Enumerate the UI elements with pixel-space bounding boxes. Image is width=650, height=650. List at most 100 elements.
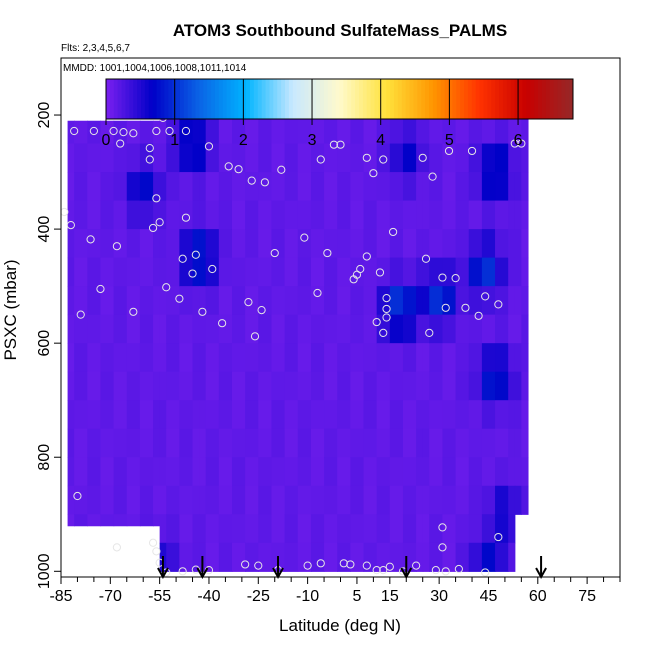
observation-marker bbox=[372, 317, 381, 327]
y-tick-label: 400 bbox=[36, 216, 53, 243]
heatmap-cell bbox=[74, 457, 88, 487]
heatmap-cell bbox=[218, 172, 233, 202]
heatmap-cell bbox=[258, 457, 273, 487]
heatmap-cell bbox=[508, 286, 516, 316]
heatmap-cell bbox=[284, 286, 299, 316]
heatmap-cell bbox=[468, 514, 483, 544]
heatmap-cell bbox=[74, 514, 88, 527]
heatmap-cell bbox=[192, 314, 200, 344]
colorbar-swatch bbox=[366, 79, 372, 119]
heatmap-cell bbox=[422, 400, 430, 430]
observation-marker bbox=[451, 274, 460, 283]
observation-marker bbox=[145, 155, 154, 164]
observation-marker bbox=[494, 532, 503, 542]
observation-marker bbox=[145, 144, 154, 153]
heatmap-cell bbox=[508, 400, 516, 430]
colorbar-swatch bbox=[160, 79, 165, 119]
heatmap-cell bbox=[508, 314, 516, 344]
heatmap-cell bbox=[402, 428, 417, 458]
heatmap-cell bbox=[481, 143, 496, 173]
heatmap-cell bbox=[481, 314, 496, 344]
colorbar-tick-label: 1 bbox=[170, 132, 179, 149]
heatmap-cell bbox=[521, 371, 529, 401]
colorbar-swatch bbox=[187, 79, 193, 119]
heatmap-cell bbox=[429, 257, 444, 287]
colorbar-tick-label: 6 bbox=[514, 132, 523, 149]
colorbar-swatch bbox=[312, 79, 317, 119]
heatmap-cell bbox=[363, 343, 378, 373]
heatmap-cell bbox=[429, 485, 444, 515]
heatmap-cell bbox=[402, 314, 417, 344]
heatmap-cell bbox=[429, 143, 444, 173]
heatmap-cell bbox=[205, 286, 220, 316]
heatmap-cell bbox=[495, 143, 509, 173]
y-tick-label: 1000 bbox=[36, 553, 53, 589]
heatmap-cell bbox=[416, 542, 424, 572]
observation-marker bbox=[438, 273, 447, 282]
heatmap-cell bbox=[363, 485, 378, 515]
observation-marker bbox=[313, 288, 322, 298]
colorbar-swatch bbox=[234, 79, 239, 119]
heatmap-cell bbox=[100, 172, 115, 202]
observation-marker bbox=[96, 284, 105, 294]
heatmap-cell bbox=[87, 286, 102, 316]
observation-marker bbox=[418, 153, 427, 162]
heatmap-cell bbox=[100, 371, 115, 401]
heatmap-cell bbox=[416, 343, 424, 373]
observation-marker bbox=[431, 566, 440, 575]
observation-marker bbox=[461, 303, 470, 312]
heatmap-cell bbox=[258, 143, 273, 173]
heatmap-cell bbox=[442, 115, 457, 145]
heatmap-cell bbox=[100, 428, 115, 458]
heatmap-cell bbox=[337, 286, 351, 316]
observation-marker bbox=[70, 126, 79, 136]
colorbar-swatch bbox=[545, 79, 551, 119]
heatmap-cell bbox=[422, 257, 430, 287]
heatmap-cell bbox=[514, 257, 522, 287]
heatmap-cell bbox=[231, 314, 246, 344]
heatmap-cell bbox=[153, 257, 161, 287]
heatmap-cell bbox=[218, 314, 233, 344]
heatmap-cell bbox=[468, 286, 483, 316]
observation-marker bbox=[362, 561, 371, 570]
heatmap-cell bbox=[126, 143, 141, 173]
heatmap-cell bbox=[87, 143, 102, 173]
heatmap-cell bbox=[416, 143, 424, 173]
colorbar-swatch bbox=[331, 79, 337, 119]
heatmap-cell bbox=[495, 343, 509, 373]
colorbar-swatch bbox=[549, 79, 555, 119]
colorbar-ticks: 0 1 2 3 4 5 6 bbox=[102, 79, 523, 149]
colorbar-tick-label: 2 bbox=[239, 132, 248, 149]
heatmap-cell bbox=[159, 514, 167, 544]
heatmap-cell bbox=[258, 514, 273, 544]
colorbar-swatch bbox=[417, 79, 422, 119]
heatmap-cell bbox=[337, 229, 351, 259]
colorbar-swatch bbox=[125, 79, 130, 119]
heatmap-cell bbox=[402, 200, 417, 230]
heatmap-cell bbox=[284, 257, 299, 287]
observation-marker bbox=[329, 140, 339, 149]
heatmap-cell bbox=[67, 485, 75, 515]
heatmap-cell bbox=[455, 400, 470, 430]
colorbar-swatch bbox=[335, 79, 340, 119]
heatmap-cell bbox=[192, 172, 200, 202]
heatmap-cell bbox=[429, 457, 444, 487]
heatmap-cell bbox=[159, 172, 167, 202]
heatmap-cell bbox=[159, 400, 167, 430]
heatmap-cell bbox=[521, 172, 529, 202]
y-axis-label: PSXC (mbar) bbox=[1, 259, 20, 360]
colorbar-swatch bbox=[522, 79, 527, 119]
heatmap-cell bbox=[324, 428, 338, 458]
heatmap-cell bbox=[422, 286, 430, 316]
heatmap-cell bbox=[271, 457, 286, 487]
x-axis: -85 -70 -55 -40 -25 -10 5 15 30 45 60 75 bbox=[49, 577, 621, 605]
heatmap-cell bbox=[389, 143, 404, 173]
heatmap-cell bbox=[389, 485, 404, 515]
heatmap-cell bbox=[199, 457, 207, 487]
x-tick-label: 15 bbox=[381, 588, 399, 605]
heatmap-cell bbox=[297, 229, 312, 259]
colorbar-swatch bbox=[502, 79, 508, 119]
colorbar-swatch bbox=[452, 79, 457, 119]
heatmap-cell bbox=[258, 485, 273, 515]
